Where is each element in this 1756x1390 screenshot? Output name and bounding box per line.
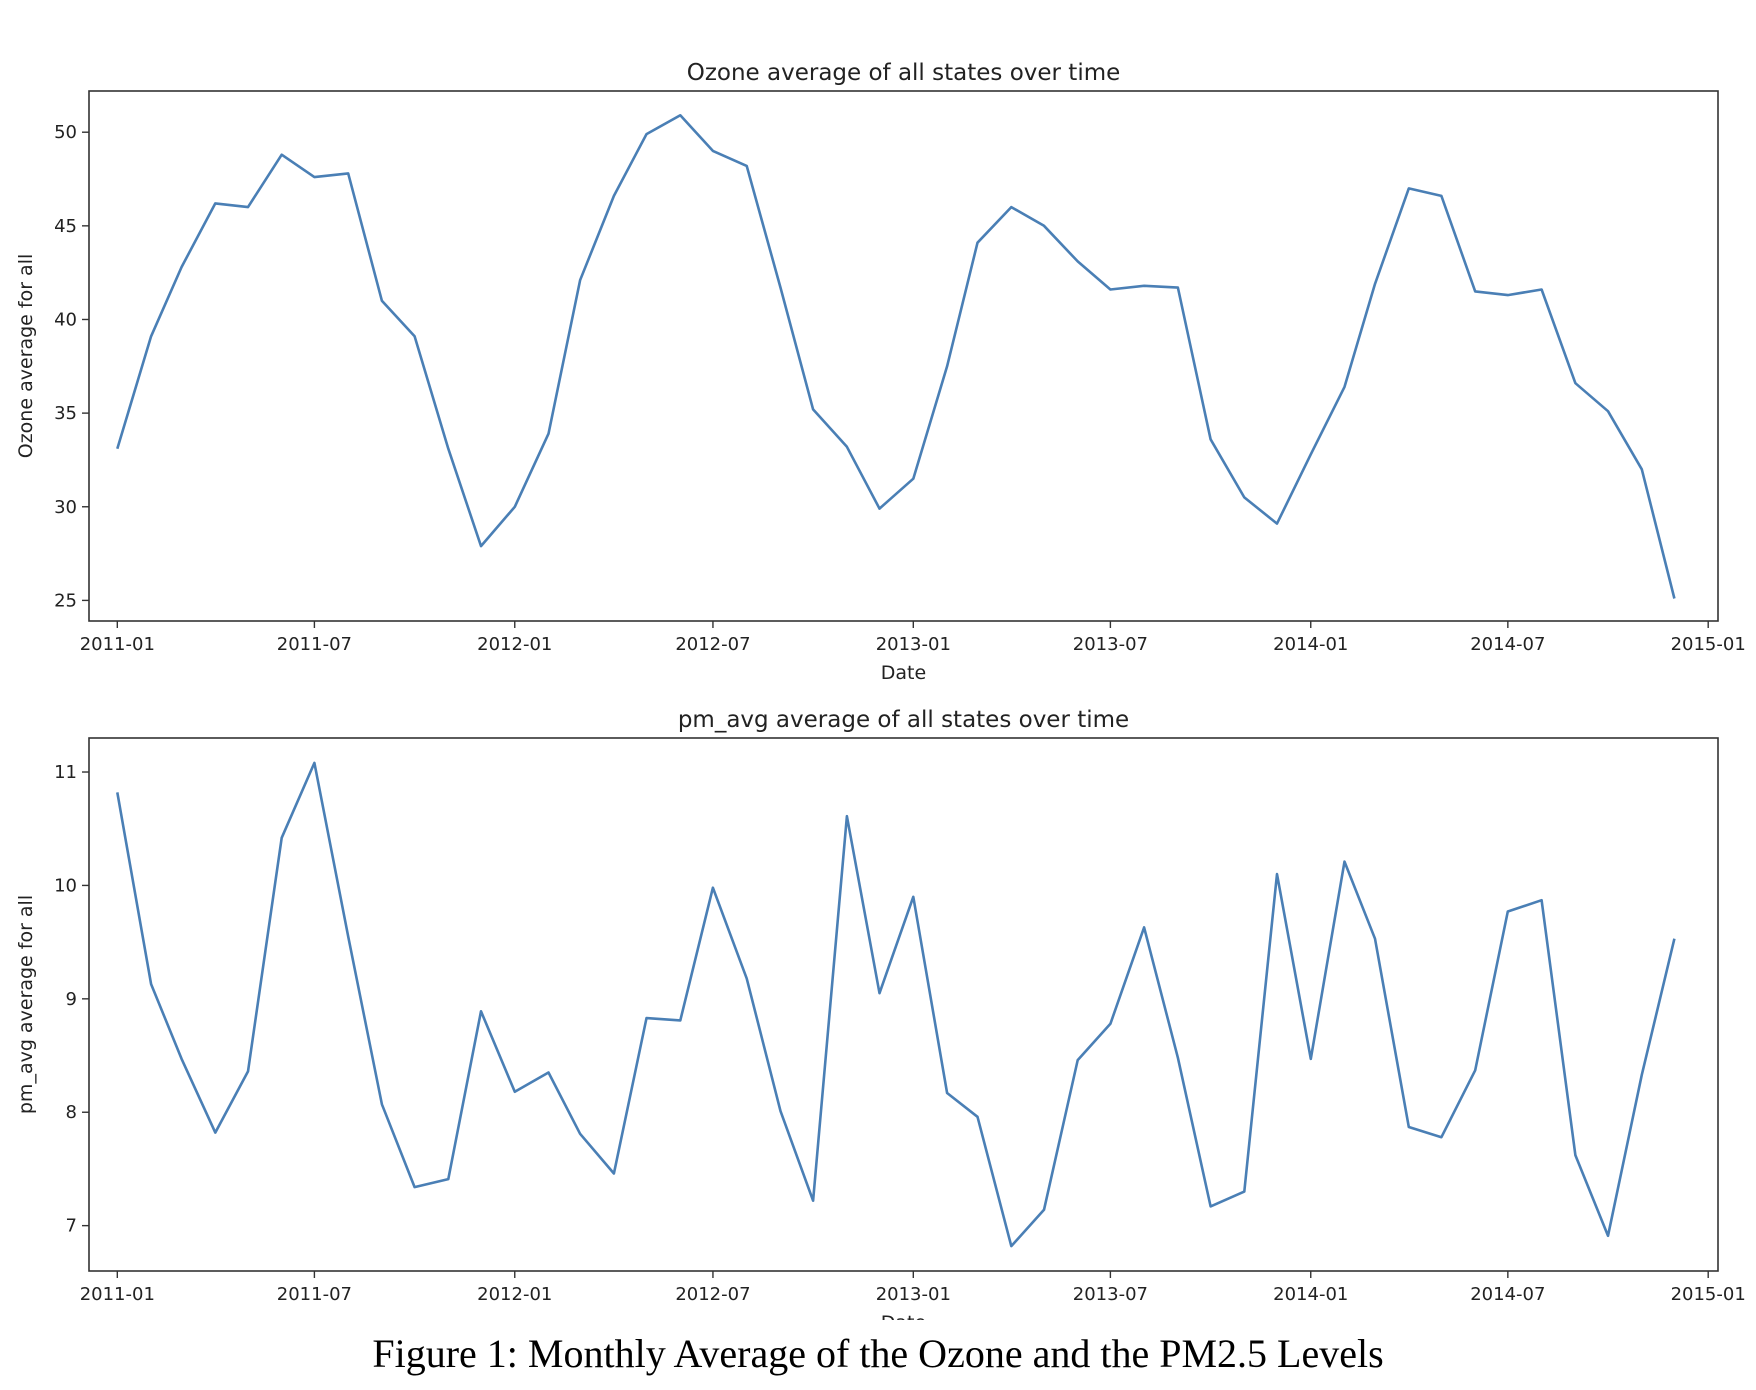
ozone-x-tick-label: 2011-01 xyxy=(80,634,155,655)
ozone-x-tick-label: 2013-07 xyxy=(1073,634,1148,655)
pm-y-tick-label: 8 xyxy=(66,1102,77,1123)
pm-x-tick-label: 2011-01 xyxy=(80,1284,155,1305)
pm-x-tick-label: 2014-07 xyxy=(1470,1284,1545,1305)
pm-x-tick-label: 2014-01 xyxy=(1273,1284,1348,1305)
ozone-x-tick-label: 2012-07 xyxy=(675,634,750,655)
pm-x-tick-label: 2012-07 xyxy=(675,1284,750,1305)
ozone-x-tick-label: 2014-07 xyxy=(1470,634,1545,655)
pm-x-tick-label: 2013-01 xyxy=(876,1284,951,1305)
ozone-y-tick-label: 35 xyxy=(54,403,77,424)
ozone-x-tick-label: 2011-07 xyxy=(277,634,352,655)
ozone-y-tick-label: 25 xyxy=(54,590,77,611)
ozone-series-line xyxy=(116,114,1676,599)
pm-chart: pm_avg average of all states over time Da… xyxy=(15,707,1746,1320)
ozone-x-tick-label: 2015-01 xyxy=(1671,634,1746,655)
pm-x-tick-label: 2015-01 xyxy=(1671,1284,1746,1305)
ozone-x-tick-label: 2014-01 xyxy=(1273,634,1348,655)
ozone-y-tick-label: 30 xyxy=(54,497,77,518)
ozone-x-axis-label: Date xyxy=(881,662,926,684)
ozone-y-tick-label: 40 xyxy=(54,309,77,330)
pm-x-tick-label: 2012-01 xyxy=(477,1284,552,1305)
pm-x-tick-label: 2011-07 xyxy=(277,1284,352,1305)
pm-y-tick-label: 7 xyxy=(66,1216,77,1237)
pm-x-tick-label: 2013-07 xyxy=(1073,1284,1148,1305)
pm-y-tick-label: 9 xyxy=(66,989,77,1010)
ozone-x-tick-label: 2012-01 xyxy=(477,634,552,655)
pm-chart-title: pm_avg average of all states over time xyxy=(678,707,1129,733)
ozone-chart-title: Ozone average of all states over time xyxy=(687,60,1121,86)
pm-y-tick-label: 11 xyxy=(54,762,77,783)
ozone-plot-frame xyxy=(88,90,1719,622)
ozone-y-tick-label: 50 xyxy=(54,122,77,143)
figure-caption: Figure 1: Monthly Average of the Ozone a… xyxy=(372,1331,1384,1376)
pm-x-axis-label: Date xyxy=(881,1312,926,1320)
pm-y-tick-label: 10 xyxy=(54,875,77,896)
pm-series-line xyxy=(116,761,1676,1248)
ozone-chart: Ozone average of all states over time Dat… xyxy=(15,60,1746,684)
pm-plot-frame xyxy=(88,737,1719,1272)
ozone-y-tick-label: 45 xyxy=(54,216,77,237)
ozone-x-tick-label: 2013-01 xyxy=(876,634,951,655)
ozone-y-axis-label: Ozone average for all xyxy=(15,254,37,459)
pm-y-axis-label: pm_avg average for all xyxy=(15,895,37,1114)
figure: Ozone average of all states over time Dat… xyxy=(15,60,1746,1320)
